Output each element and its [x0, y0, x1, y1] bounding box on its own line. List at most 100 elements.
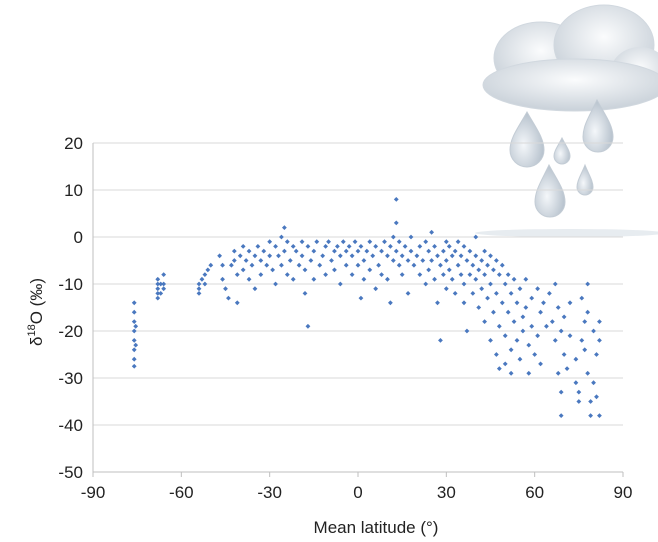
data-point [131, 328, 137, 334]
data-point [131, 319, 137, 324]
data-point [440, 248, 446, 254]
data-point [393, 197, 399, 202]
data-point [455, 262, 461, 268]
data-point [529, 295, 535, 301]
data-point [264, 262, 270, 268]
data-point [258, 258, 264, 263]
data-point [299, 239, 305, 245]
y-axis-title: δ18O (‰) [26, 278, 46, 346]
data-point [426, 248, 432, 254]
data-point [464, 258, 470, 263]
data-point [443, 286, 449, 292]
data-point [591, 328, 596, 334]
data-point [202, 281, 208, 287]
data-point [514, 338, 520, 343]
data-point [535, 333, 541, 339]
data-point [414, 253, 420, 259]
x-tick-label: 30 [437, 483, 456, 502]
data-point [199, 276, 205, 282]
data-point [355, 262, 361, 268]
data-point [358, 295, 364, 301]
data-point [261, 248, 267, 254]
data-point [491, 267, 496, 273]
data-point [279, 262, 284, 268]
data-point [485, 262, 490, 268]
data-point [258, 272, 264, 277]
data-point [396, 239, 402, 245]
x-tick-label: 90 [614, 483, 633, 502]
data-point [279, 234, 284, 240]
data-point [582, 319, 588, 324]
data-point [461, 244, 467, 249]
data-point [340, 239, 346, 245]
data-point [482, 248, 488, 254]
data-point [558, 328, 564, 334]
data-point [520, 328, 526, 334]
data-point [131, 347, 137, 353]
data-point [323, 244, 329, 249]
data-point [585, 281, 591, 287]
data-point [396, 262, 402, 268]
data-point [491, 309, 496, 315]
data-point [499, 262, 505, 268]
data-point [379, 248, 384, 254]
data-point [476, 267, 482, 273]
data-point [332, 248, 337, 254]
data-point [299, 253, 305, 259]
data-point [311, 276, 317, 282]
data-point [417, 272, 423, 277]
data-point [408, 248, 414, 254]
data-point [367, 267, 373, 273]
data-point [523, 305, 529, 310]
data-point [158, 291, 164, 296]
data-point [226, 295, 231, 301]
data-point [438, 338, 443, 343]
data-point [399, 272, 405, 277]
data-point [317, 262, 323, 268]
data-point [426, 267, 432, 273]
data-point [458, 253, 464, 259]
data-point [470, 262, 476, 268]
data-point [517, 356, 523, 362]
data-point [567, 333, 573, 339]
data-point [155, 295, 161, 301]
data-point [511, 276, 517, 282]
data-point [387, 300, 393, 306]
data-point [373, 244, 379, 249]
data-point [249, 262, 255, 268]
data-point [488, 281, 493, 287]
data-point [155, 291, 161, 296]
data-point [438, 262, 443, 268]
data-point [290, 276, 296, 282]
data-point [155, 286, 161, 292]
data-point [355, 248, 361, 254]
data-point [508, 370, 514, 376]
data-point [482, 319, 488, 324]
data-point [411, 262, 417, 268]
data-point [473, 276, 479, 282]
data-point [361, 258, 367, 263]
data-point [385, 253, 390, 259]
data-point [446, 267, 452, 273]
data-point [538, 361, 543, 367]
data-point [470, 291, 476, 296]
data-point [273, 281, 278, 287]
data-point [493, 291, 499, 296]
data-point [302, 267, 308, 273]
y-tick-label: -20 [58, 322, 83, 341]
data-point [520, 314, 526, 320]
data-point [311, 248, 317, 254]
data-point [267, 239, 273, 245]
data-point [131, 309, 137, 315]
data-point [493, 352, 499, 357]
data-point [131, 356, 137, 362]
data-point [293, 248, 299, 254]
data-point [361, 276, 367, 282]
data-point [393, 220, 399, 226]
data-point [523, 276, 529, 282]
data-point [443, 258, 449, 263]
data-point [526, 342, 532, 348]
data-point [452, 291, 458, 296]
data-point [464, 328, 470, 334]
